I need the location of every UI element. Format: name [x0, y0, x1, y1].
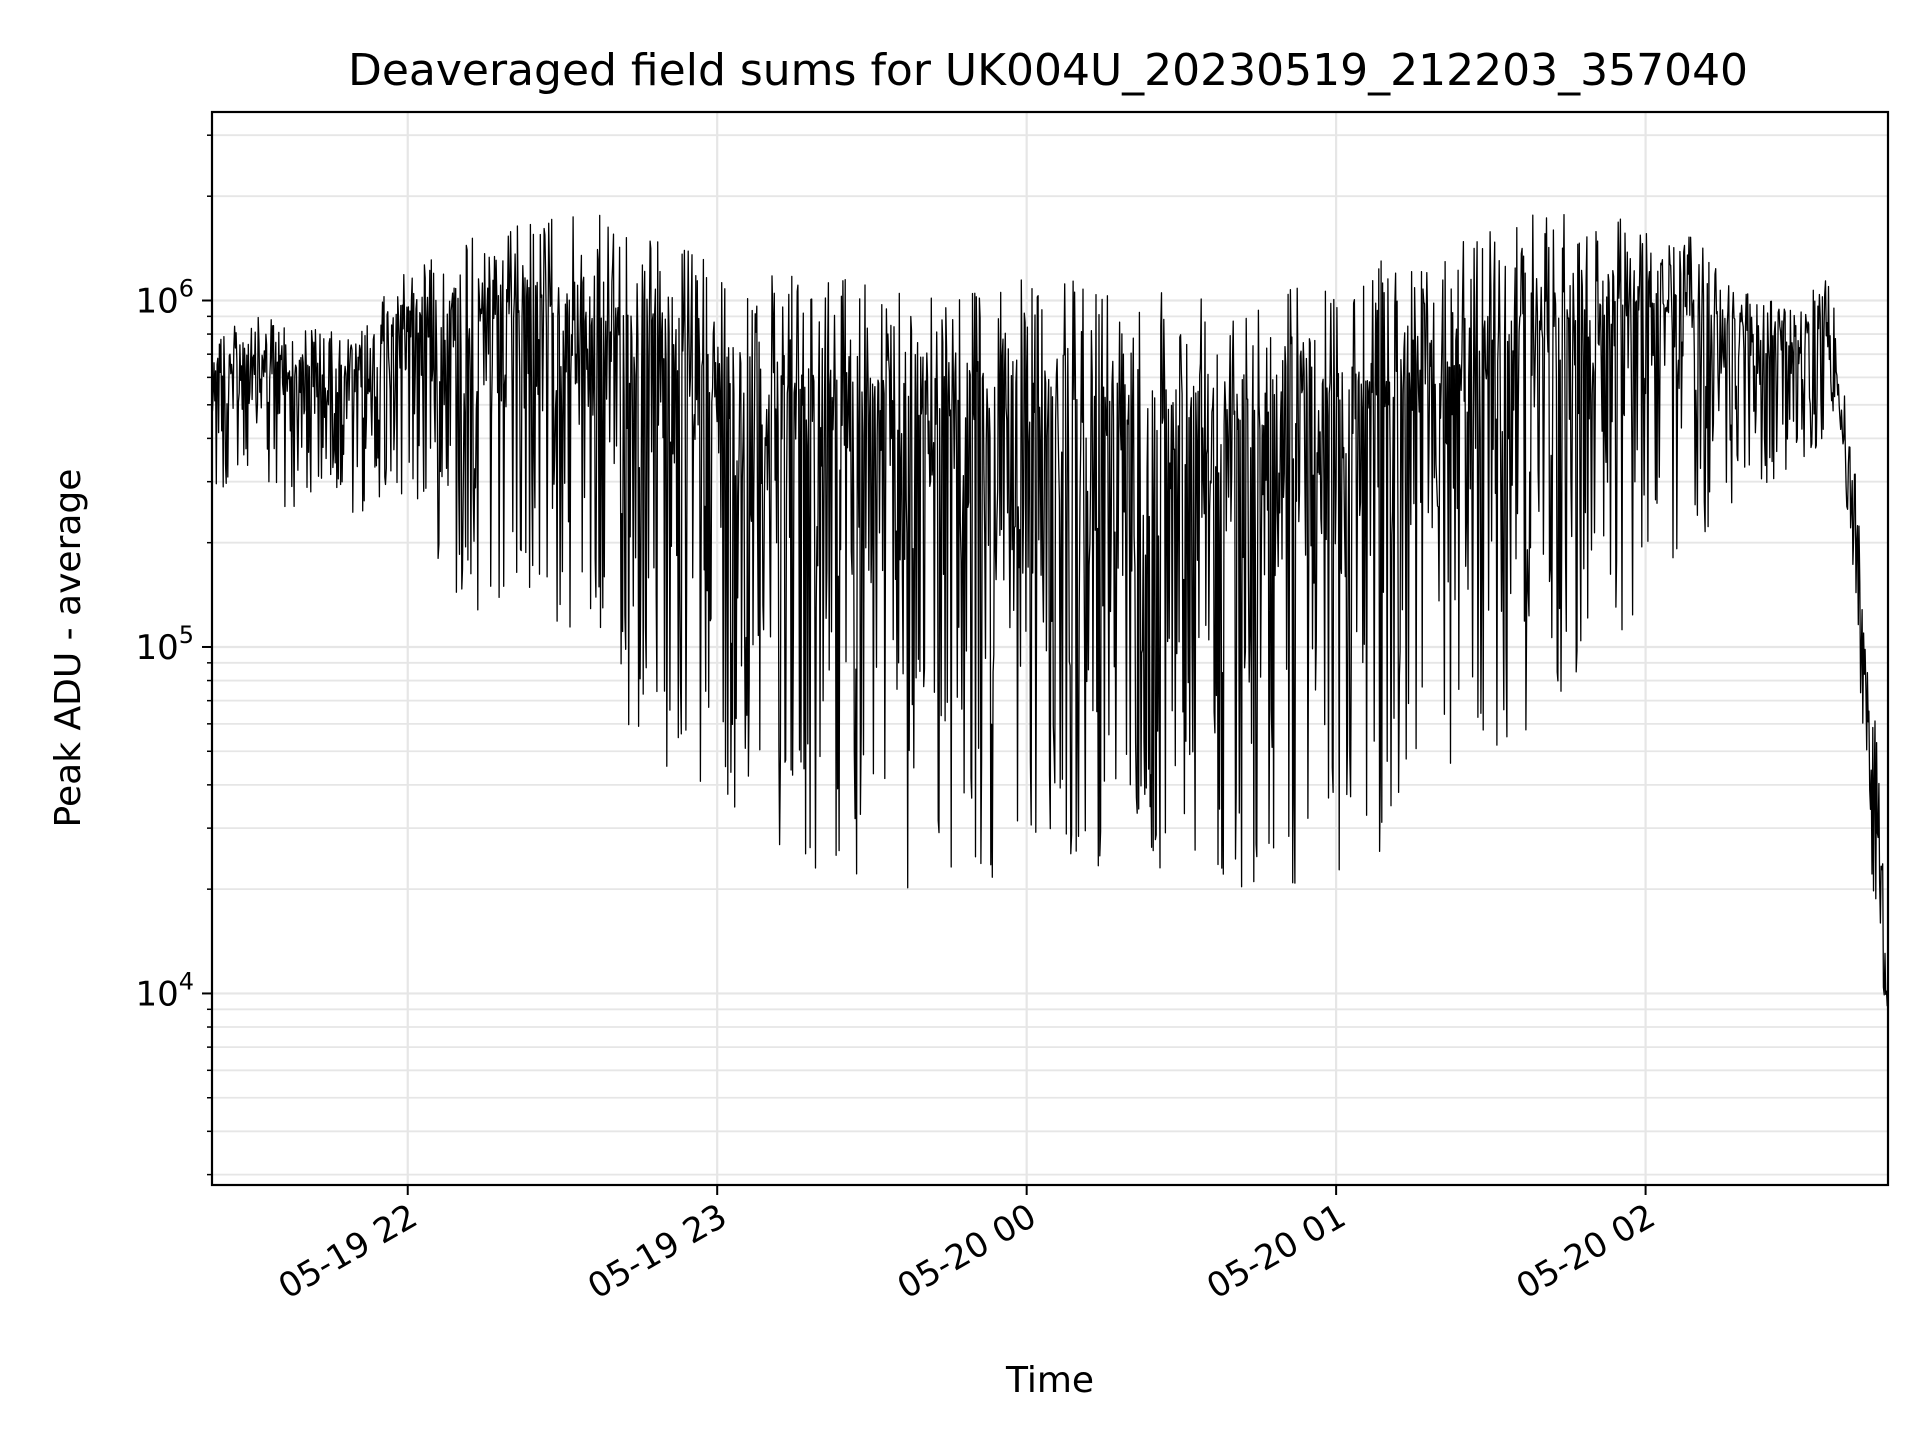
- x-tick-label: 05-20 02: [1510, 1196, 1662, 1307]
- axes-frame: [210, 110, 1890, 1187]
- x-axis: 05-19 22 05-19 23 05-20 00 05-20 01 05-20 02: [272, 1185, 1662, 1307]
- series-line: [211, 213, 1889, 1007]
- y-axis-label: Peak ADU - average: [48, 469, 89, 828]
- chart-title: Deaveraged field sums for UK004U_2023051…: [348, 45, 1748, 96]
- x-tick-label: 05-19 22: [272, 1196, 424, 1307]
- x-tick-label: 05-20 01: [1200, 1196, 1352, 1307]
- y-tick-label: 106: [135, 275, 194, 322]
- x-axis-label: Time: [1005, 1360, 1094, 1401]
- x-tick-label: 05-19 23: [581, 1196, 733, 1307]
- y-tick-label: 105: [135, 621, 194, 668]
- y-axis: 104 105 106: [135, 134, 212, 1176]
- y-tick-label: 104: [135, 967, 194, 1014]
- plot-area: [211, 213, 1889, 1007]
- x-tick-label: 05-20 00: [891, 1196, 1043, 1307]
